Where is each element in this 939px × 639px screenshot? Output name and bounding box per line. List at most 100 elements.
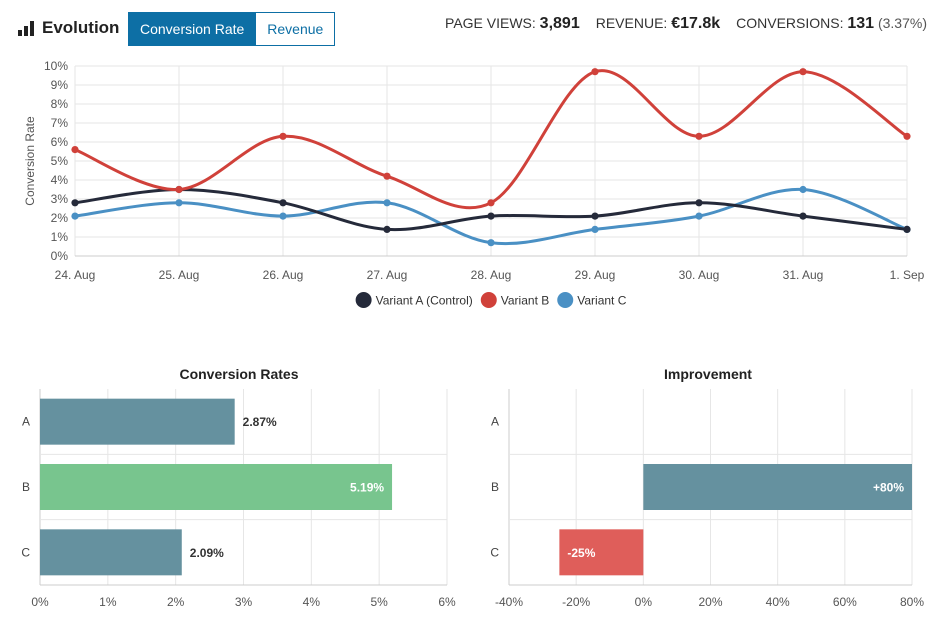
y-tick-label: B xyxy=(22,480,30,494)
series-line-variant-b xyxy=(74,69,908,210)
data-point-variant-c xyxy=(383,199,391,207)
stat-page-views-value: 3,891 xyxy=(539,15,580,32)
data-point-variant-b xyxy=(71,146,79,154)
data-label-c: 2.09% xyxy=(190,546,224,560)
y-tick-label: 9% xyxy=(51,78,69,92)
summary-stats: PAGE VIEWS: 3,891 REVENUE: €17.8k CONVER… xyxy=(445,15,927,33)
x-tick-label: 4% xyxy=(303,595,321,609)
legend-label: Variant B xyxy=(501,294,549,308)
stat-conversions-label: CONVERSIONS: xyxy=(736,15,844,31)
data-label-c: -25% xyxy=(567,546,595,560)
x-tick-label: 5% xyxy=(370,595,388,609)
data-point-variant-b xyxy=(695,132,703,140)
data-point-variant-a-control xyxy=(71,199,79,207)
y-tick-label: 3% xyxy=(51,192,69,206)
legend-item-variant-c: Variant C xyxy=(557,292,627,308)
stat-conversions-pct: (3.37%) xyxy=(877,15,927,31)
data-point-variant-b xyxy=(175,185,183,194)
improvement-title: Improvement xyxy=(664,366,752,382)
x-tick-label: 0% xyxy=(31,595,49,609)
y-tick-label: C xyxy=(490,545,499,559)
y-tick-label: 10% xyxy=(44,59,68,73)
x-tick-label: 20% xyxy=(698,595,722,609)
header: Evolution Conversion Rate Revenue PAGE V… xyxy=(0,0,939,56)
legend-item-variant-a-control: Variant A (Control) xyxy=(355,292,473,308)
data-point-variant-c xyxy=(487,239,495,247)
data-point-variant-a-control xyxy=(383,225,391,233)
legend-label: Variant C xyxy=(577,294,626,308)
data-point-variant-a-control xyxy=(487,212,495,220)
stat-revenue: REVENUE: €17.8k xyxy=(596,15,720,33)
data-label-a: 2.87% xyxy=(243,415,277,429)
x-tick-label: 24. Aug xyxy=(55,268,96,282)
legend-item-variant-b: Variant B xyxy=(480,292,549,308)
stat-revenue-label: REVENUE: xyxy=(595,15,668,31)
x-tick-label: -20% xyxy=(562,595,590,609)
y-tick-label: B xyxy=(491,480,499,494)
data-label-b: +80% xyxy=(873,481,904,495)
stat-conversions: CONVERSIONS: 131 (3.37%) xyxy=(736,15,927,33)
data-point-variant-a-control xyxy=(799,212,807,220)
x-tick-label: 31. Aug xyxy=(783,268,824,282)
conversion-rates-title: Conversion Rates xyxy=(179,366,299,382)
data-point-variant-a-control xyxy=(279,199,287,207)
data-point-variant-c xyxy=(695,212,703,220)
brand: Evolution xyxy=(18,18,119,38)
y-tick-label: 0% xyxy=(51,249,69,263)
data-point-variant-a-control xyxy=(695,199,703,207)
stat-page-views-label: PAGE VIEWS: xyxy=(445,15,536,31)
y-tick-label: 5% xyxy=(51,154,69,168)
y-tick-label: A xyxy=(22,415,30,429)
y-axis-label: Conversion Rate xyxy=(23,116,37,206)
data-point-variant-b xyxy=(487,199,495,207)
y-tick-label: 6% xyxy=(51,135,69,149)
legend-swatch xyxy=(355,292,372,308)
bar-c xyxy=(559,529,644,576)
x-tick-label: 29. Aug xyxy=(575,268,616,282)
tab-conversion-rate[interactable]: Conversion Rate xyxy=(128,12,257,46)
data-point-variant-c xyxy=(591,225,599,233)
data-point-variant-c xyxy=(175,199,183,207)
improvement-bar-chart: -40% -20% 0% 20% 40% 60% 80% A B +80% C -25% xyxy=(490,389,924,609)
x-tick-label: 26. Aug xyxy=(263,268,304,282)
legend-swatch xyxy=(557,292,574,308)
y-tick-label: 8% xyxy=(51,97,69,111)
data-point-variant-b xyxy=(903,132,911,140)
legend-swatch xyxy=(480,292,497,308)
stat-conversions-value: 131 xyxy=(847,15,875,32)
bar-b xyxy=(40,464,393,510)
data-point-variant-b xyxy=(799,68,807,76)
data-point-variant-b xyxy=(279,132,287,140)
x-tick-label: 1. Sep xyxy=(890,268,925,282)
y-tick-label: 4% xyxy=(51,173,69,187)
data-point-variant-a-control xyxy=(903,225,911,233)
bar-c xyxy=(40,529,182,576)
conversion-rates-bar-chart: 0% 1% 2% 3% 4% 5% 6% A 2.87% B 5.19% C 2.09% xyxy=(21,389,456,609)
data-point-variant-c xyxy=(279,212,287,220)
bar-chart-icon xyxy=(18,20,36,36)
x-tick-label: 80% xyxy=(900,595,924,609)
y-tick-label: 1% xyxy=(51,230,69,244)
data-point-variant-b xyxy=(591,68,599,76)
x-tick-label: 0% xyxy=(635,595,653,609)
x-tick-label: 40% xyxy=(766,595,790,609)
tab-revenue[interactable]: Revenue xyxy=(256,12,336,46)
x-tick-label: 25. Aug xyxy=(159,268,200,282)
page-title: Evolution xyxy=(42,18,120,37)
stat-revenue-value: €17.8k xyxy=(671,15,721,32)
x-tick-label: 1% xyxy=(99,595,117,609)
x-tick-label: 60% xyxy=(833,595,857,609)
bar-a xyxy=(40,398,235,445)
y-tick-label: 7% xyxy=(51,116,69,130)
y-tick-label: 2% xyxy=(51,211,69,225)
x-tick-label: 6% xyxy=(438,595,456,609)
data-point-variant-c xyxy=(799,185,807,194)
conversion-rate-line-chart: 0% 1% 2% 3% 4% 5% 6% 7% 8% 9% 10% 24. Aug 25. Aug 26.… xyxy=(23,59,925,308)
data-point-variant-c xyxy=(71,212,79,220)
data-point-variant-a-control xyxy=(591,212,599,220)
x-tick-label: 28. Aug xyxy=(471,268,512,282)
metric-tabs: Conversion Rate Revenue xyxy=(128,12,336,46)
x-tick-label: 2% xyxy=(167,595,185,609)
x-tick-label: 30. Aug xyxy=(679,268,720,282)
x-tick-label: -40% xyxy=(495,595,523,609)
